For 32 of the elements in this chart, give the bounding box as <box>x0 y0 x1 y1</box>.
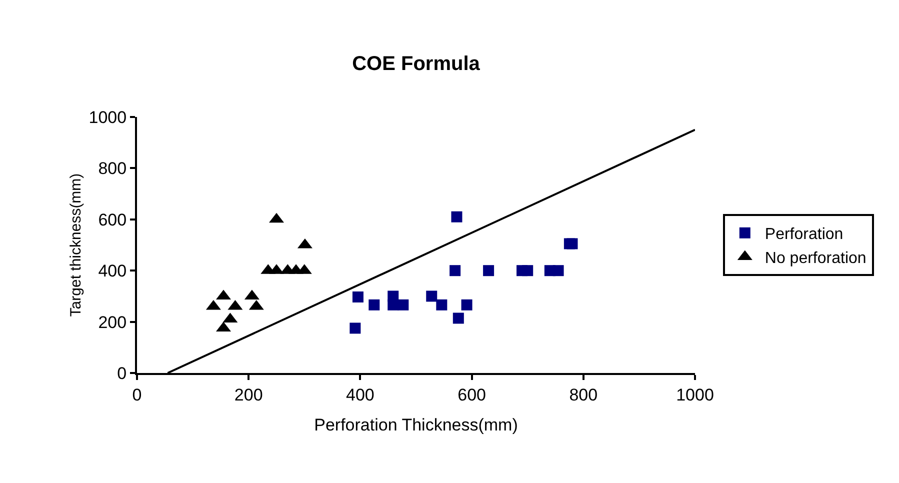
y-tick-label: 0 <box>117 364 127 383</box>
y-tick-label: 400 <box>98 262 127 281</box>
point <box>450 265 461 276</box>
legend-label: No perforation <box>764 250 866 267</box>
point <box>352 291 364 302</box>
chart-title: COE Formula <box>352 52 481 75</box>
y-tick-label: 200 <box>98 312 127 332</box>
y-tick-label: 600 <box>98 210 127 230</box>
x-tick-label: 800 <box>569 385 598 404</box>
point <box>388 299 399 310</box>
x-tick-label: 1000 <box>676 385 714 404</box>
point <box>398 299 409 310</box>
point <box>451 211 462 222</box>
point <box>368 299 380 310</box>
point <box>436 299 448 310</box>
x-axis-title: Perforation Thickness(mm) <box>314 415 518 434</box>
legend-label: Perforation <box>764 226 844 244</box>
y-tick-label: 800 <box>98 159 127 178</box>
point <box>483 265 494 276</box>
point <box>452 312 464 324</box>
point <box>566 238 578 250</box>
x-tick-label: 600 <box>458 385 486 404</box>
point <box>522 265 534 276</box>
point <box>552 265 564 276</box>
x-tick-label: 0 <box>132 385 142 404</box>
x-tick-label: 200 <box>234 385 263 404</box>
point <box>426 290 438 302</box>
y-tick-label: 1000 <box>88 108 127 127</box>
x-tick-label: 400 <box>346 385 374 404</box>
point <box>350 322 361 334</box>
y-axis-title: Target thickness(mm) <box>68 173 85 317</box>
point <box>461 299 472 310</box>
